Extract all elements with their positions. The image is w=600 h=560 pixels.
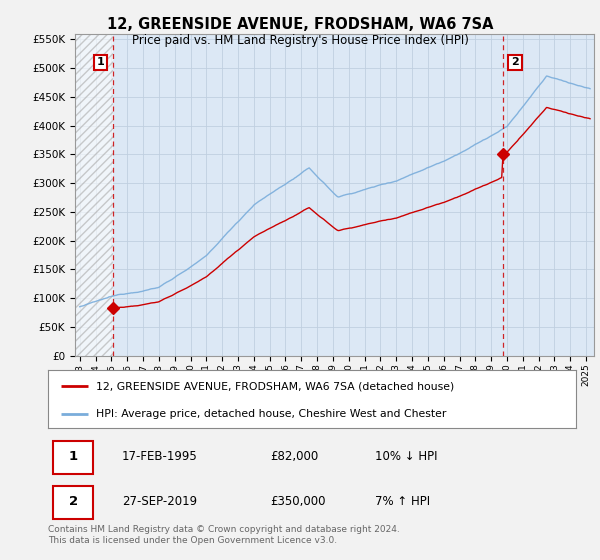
Text: 1: 1 <box>97 57 104 67</box>
FancyBboxPatch shape <box>53 486 93 519</box>
Text: 17-FEB-1995: 17-FEB-1995 <box>122 450 197 464</box>
Text: £350,000: £350,000 <box>270 495 325 508</box>
Text: £82,000: £82,000 <box>270 450 318 464</box>
FancyBboxPatch shape <box>53 441 93 474</box>
Text: HPI: Average price, detached house, Cheshire West and Chester: HPI: Average price, detached house, Ches… <box>95 409 446 419</box>
Text: 1: 1 <box>69 450 78 464</box>
Text: Contains HM Land Registry data © Crown copyright and database right 2024.
This d: Contains HM Land Registry data © Crown c… <box>48 525 400 545</box>
Bar <box>75 34 113 356</box>
Text: 12, GREENSIDE AVENUE, FRODSHAM, WA6 7SA: 12, GREENSIDE AVENUE, FRODSHAM, WA6 7SA <box>107 17 493 32</box>
Text: Price paid vs. HM Land Registry's House Price Index (HPI): Price paid vs. HM Land Registry's House … <box>131 34 469 46</box>
Text: 2: 2 <box>511 57 519 67</box>
Text: 2: 2 <box>69 495 78 508</box>
Text: 10% ↓ HPI: 10% ↓ HPI <box>376 450 438 464</box>
Text: 27-SEP-2019: 27-SEP-2019 <box>122 495 197 508</box>
Text: 7% ↑ HPI: 7% ↑ HPI <box>376 495 430 508</box>
Text: 12, GREENSIDE AVENUE, FRODSHAM, WA6 7SA (detached house): 12, GREENSIDE AVENUE, FRODSHAM, WA6 7SA … <box>95 381 454 391</box>
